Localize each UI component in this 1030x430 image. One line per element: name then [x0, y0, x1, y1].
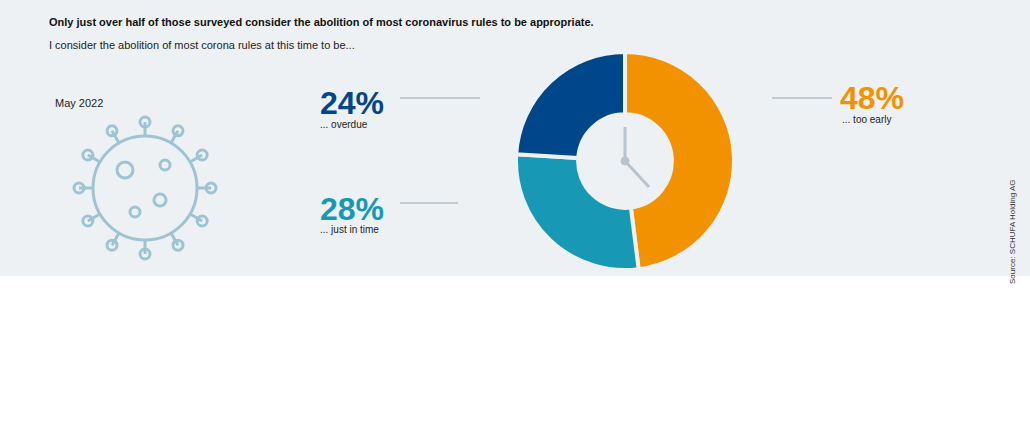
svg-text:... overdue: ... overdue: [320, 119, 368, 130]
svg-text:28%: 28%: [320, 191, 384, 227]
svg-text:... just in time: ... just in time: [320, 224, 379, 235]
svg-text:May 2022: May 2022: [55, 97, 103, 109]
svg-text:Only just over half of those s: Only just over half of those surveyed co…: [49, 16, 594, 28]
svg-text:24%: 24%: [320, 85, 384, 121]
svg-text:Source: SCHUFA Holding AG: Source: SCHUFA Holding AG: [1008, 180, 1017, 285]
svg-text:48%: 48%: [840, 80, 904, 116]
svg-text:I consider the abolition of mo: I consider the abolition of most corona …: [49, 39, 355, 51]
svg-text:... too early: ... too early: [842, 114, 891, 125]
